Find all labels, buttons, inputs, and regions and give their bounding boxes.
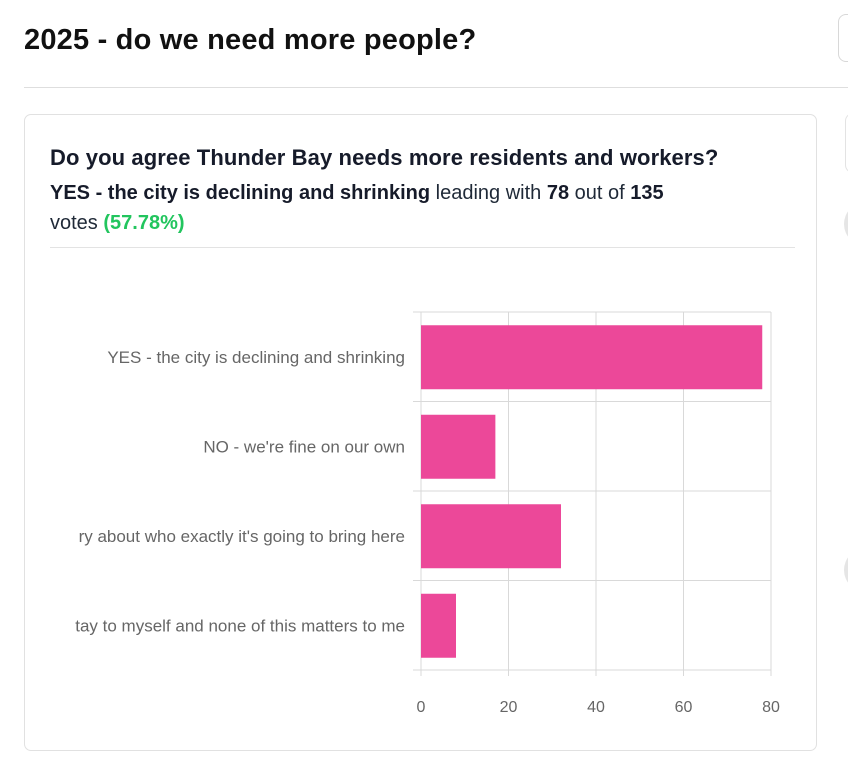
x-tick-label: 20 <box>500 699 518 716</box>
leader-option: YES - the city is declining and shrinkin… <box>50 182 431 204</box>
side-avatar <box>844 202 848 246</box>
leading-with-text: leading with <box>435 182 542 204</box>
x-tick-label: 40 <box>587 699 605 716</box>
header-action-button[interactable] <box>838 14 848 62</box>
category-label: NO - we're fine on our own <box>203 437 405 456</box>
total-votes: 135 <box>630 182 664 204</box>
category-label: ry about who exactly it's going to bring… <box>79 527 405 546</box>
header-divider <box>24 87 848 88</box>
bar <box>421 325 763 390</box>
x-tick-label: 0 <box>417 699 426 716</box>
bar <box>421 504 561 569</box>
out-of-text: out of <box>574 182 625 204</box>
category-label: YES - the city is declining and shrinkin… <box>107 348 405 367</box>
bar <box>421 414 496 479</box>
side-avatar <box>844 548 848 592</box>
card-divider <box>50 247 795 248</box>
leader-votes: 78 <box>546 182 570 204</box>
leader-percent: (57.78%) <box>103 212 185 234</box>
votes-word: votes <box>50 212 98 234</box>
category-label: tay to myself and none of this matters t… <box>75 616 405 635</box>
page-title: 2025 - do we need more people? <box>24 24 477 56</box>
poll-summary: YES - the city is declining and shrinkin… <box>50 178 790 238</box>
poll-question: Do you agree Thunder Bay needs more resi… <box>50 145 719 170</box>
bar <box>421 593 456 658</box>
x-tick-label: 80 <box>762 699 780 716</box>
x-tick-label: 60 <box>675 699 693 716</box>
